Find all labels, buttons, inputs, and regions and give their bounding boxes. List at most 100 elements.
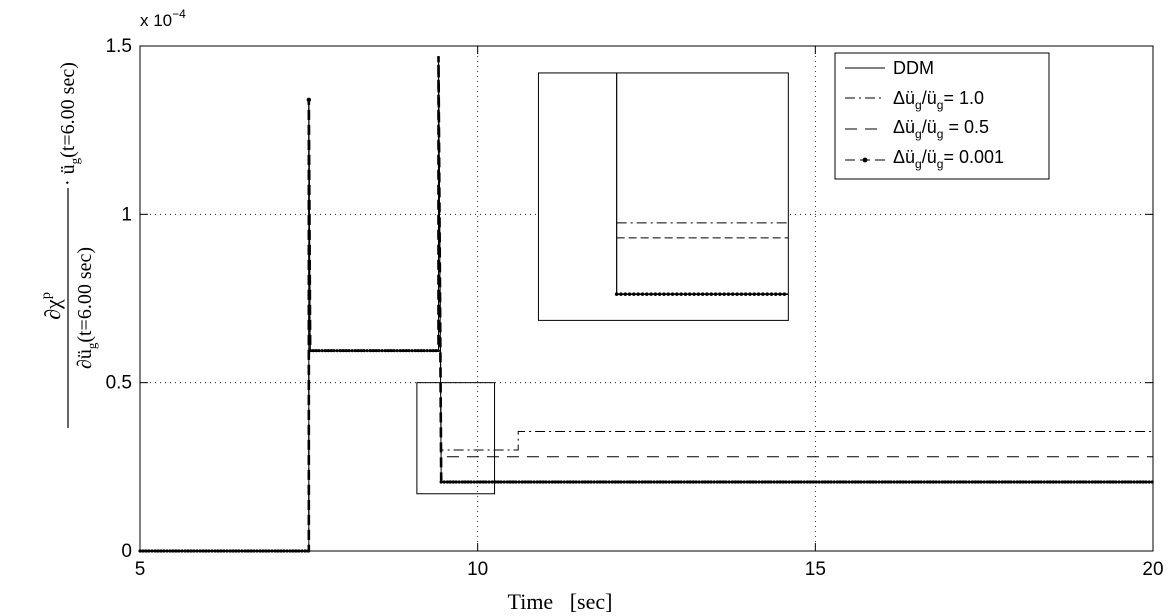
series-marker [580, 480, 584, 484]
series-marker [1120, 480, 1124, 484]
series-marker [431, 349, 435, 353]
series-marker [886, 480, 890, 484]
series-marker [466, 480, 470, 484]
series-marker [362, 349, 366, 353]
series-marker [613, 480, 617, 484]
series-marker [469, 480, 473, 484]
inset-marker [687, 292, 692, 296]
series-marker [856, 480, 860, 484]
series-marker [1033, 480, 1037, 484]
legend-swatch-3-marker [862, 157, 868, 163]
x-tick-label: 15 [805, 559, 826, 580]
series-marker [1090, 480, 1094, 484]
series-marker [838, 480, 842, 484]
series-marker [763, 480, 767, 484]
series-marker [625, 480, 629, 484]
y-tick-label: 1 [121, 204, 132, 225]
inset-marker [739, 292, 744, 296]
series-marker [326, 349, 330, 353]
series-marker [775, 480, 779, 484]
series-marker [413, 349, 417, 353]
series-marker [997, 480, 1001, 484]
series-marker [457, 480, 461, 484]
series-marker [730, 480, 734, 484]
series-marker [934, 480, 938, 484]
series-marker [592, 480, 596, 484]
y-label-factor-subscript: g [67, 157, 82, 164]
series-marker [1051, 480, 1055, 484]
series-marker [802, 480, 806, 484]
series-marker [532, 480, 536, 484]
series-marker [928, 480, 932, 484]
series-marker [252, 549, 256, 553]
inset-marker [696, 292, 701, 296]
series-marker [892, 480, 896, 484]
inset-marker [683, 292, 688, 296]
series-marker [559, 480, 563, 484]
series-marker [907, 480, 911, 484]
series-marker [880, 480, 884, 484]
series-marker [1072, 480, 1076, 484]
inset-marker [619, 292, 623, 296]
y-axis-ticks: 0 0.5 1 1.5 [106, 36, 1153, 562]
series-marker [829, 480, 833, 484]
series-marker [526, 480, 530, 484]
series-marker [180, 549, 184, 553]
inset [537, 72, 789, 321]
series-marker [586, 480, 590, 484]
series-marker [604, 480, 608, 484]
y-tick-label: 0 [121, 541, 132, 562]
series-marker [874, 480, 878, 484]
series-marker [141, 549, 145, 553]
series-marker [661, 480, 665, 484]
series-marker [237, 549, 241, 553]
series-marker [562, 480, 566, 484]
series-marker [691, 480, 695, 484]
series-marker [535, 480, 539, 484]
y-label-denominator-suffix: (t=6.00 sec) [74, 247, 96, 343]
series-marker [1081, 480, 1085, 484]
series-marker [700, 480, 704, 484]
series-marker [571, 480, 575, 484]
series-marker [916, 480, 920, 484]
series-marker [174, 549, 178, 553]
series-marker [1096, 480, 1100, 484]
series-marker [961, 480, 965, 484]
series-marker [739, 480, 743, 484]
series-marker [231, 549, 235, 553]
series-marker [676, 480, 680, 484]
series-marker [300, 549, 304, 553]
series-marker [153, 549, 157, 553]
series-marker [380, 349, 384, 353]
series-marker [901, 480, 905, 484]
series-marker [694, 480, 698, 484]
series-marker [383, 349, 387, 353]
series-marker [553, 480, 557, 484]
series-marker [186, 549, 190, 553]
series-marker [368, 349, 372, 353]
series-marker [228, 549, 232, 553]
series-marker [685, 480, 689, 484]
series-marker [1012, 480, 1016, 484]
series-marker [442, 480, 446, 484]
x-tick-label: 5 [135, 559, 146, 580]
series-marker [988, 480, 992, 484]
series-marker [544, 480, 548, 484]
series-marker [472, 480, 476, 484]
series-marker [1057, 480, 1061, 484]
series-marker [640, 480, 644, 484]
inset-marker [756, 292, 761, 296]
series-marker [1111, 480, 1115, 484]
series-marker [709, 480, 713, 484]
y-tick-label: 1.5 [106, 36, 132, 57]
series-marker [796, 480, 800, 484]
inset-marker [743, 292, 748, 296]
series-marker [565, 480, 569, 484]
series-marker [1030, 480, 1034, 484]
x-axis-ticks: 5 10 15 20 [135, 46, 1164, 580]
series-marker [1063, 480, 1067, 484]
inset-marker [679, 292, 683, 296]
series-marker [610, 480, 614, 484]
series-marker [282, 549, 286, 553]
inset-marker [675, 292, 679, 296]
